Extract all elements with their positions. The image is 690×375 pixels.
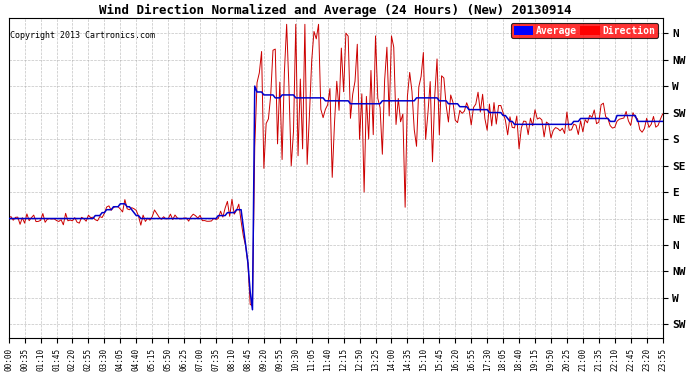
Text: Copyright 2013 Cartronics.com: Copyright 2013 Cartronics.com: [10, 31, 155, 40]
Title: Wind Direction Normalized and Average (24 Hours) (New) 20130914: Wind Direction Normalized and Average (2…: [99, 4, 572, 17]
Legend: Average, Direction: Average, Direction: [511, 23, 658, 38]
